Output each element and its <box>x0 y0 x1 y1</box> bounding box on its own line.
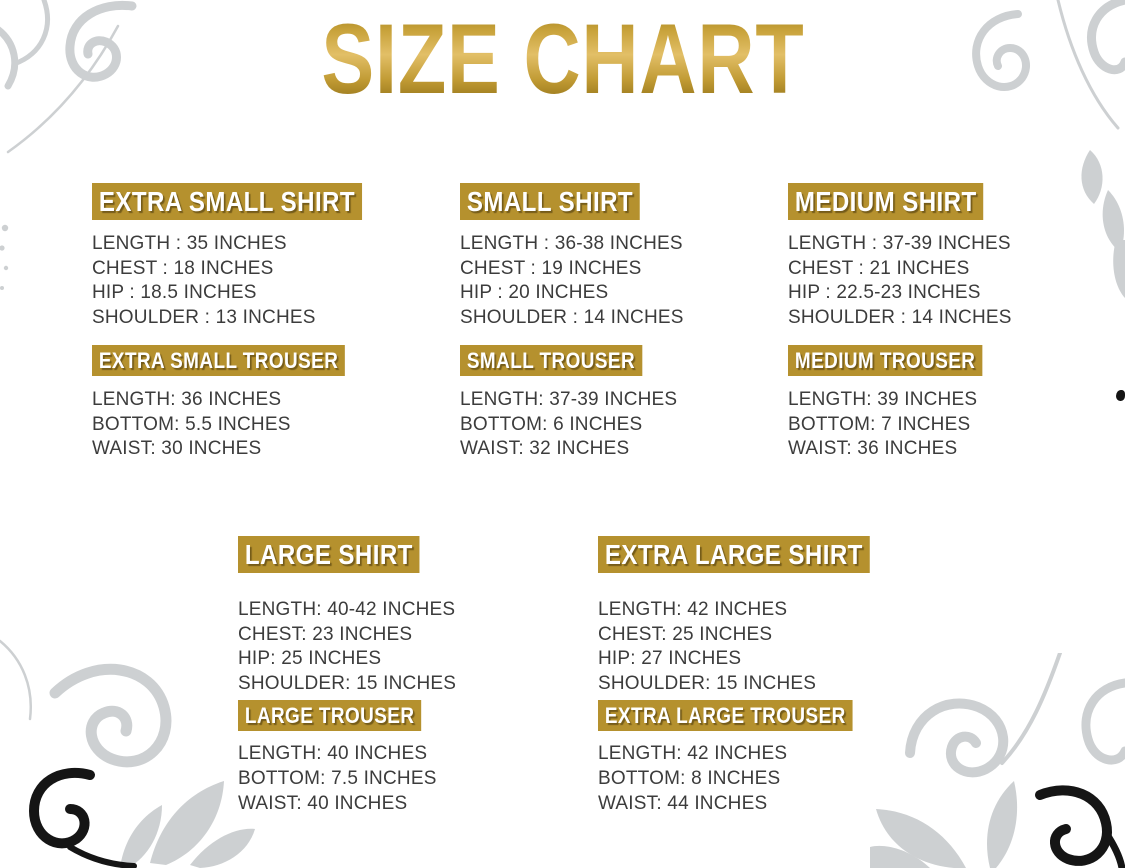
black-dot-right-edge <box>1116 390 1125 401</box>
measurement-line: BOTTOM: 8 INCHES <box>598 768 781 789</box>
measurement-line: LENGTH: 39 INCHES <box>788 389 978 410</box>
section-heading: SMALL TROUSER <box>460 345 642 376</box>
measurement-line: BOTTOM: 6 INCHES <box>460 413 643 435</box>
section-heading: EXTRA SMALL TROUSER <box>92 345 346 376</box>
measurement-line: LENGTH : 36-38 INCHES <box>460 233 683 254</box>
measurement-lines: LENGTH: 37-39 INCHES BOTTOM: 6 INCHES WA… <box>460 388 677 462</box>
section-extra-large-trouser: EXTRA LARGE TROUSER LENGTH: 42 INCHES BO… <box>598 700 894 816</box>
measurement-lines: LENGTH: 36 INCHES BOTTOM: 5.5 INCHES WAI… <box>92 388 386 462</box>
measurement-line: BOTTOM: 7 INCHES <box>788 413 971 435</box>
measurement-lines: LENGTH: 42 INCHES BOTTOM: 8 INCHES WAIST… <box>598 741 894 816</box>
measurement-lines: LENGTH : 37-39 INCHES CHEST : 21 INCHES … <box>788 232 1015 330</box>
measurement-line: SHOULDER : 13 INCHES <box>92 306 316 328</box>
measurement-lines: LENGTH : 35 INCHES CHEST : 18 INCHES HIP… <box>92 232 406 330</box>
section-heading: LARGE SHIRT <box>238 536 420 573</box>
measurement-line: SHOULDER: 15 INCHES <box>238 672 457 694</box>
measurement-line: BOTTOM: 7.5 INCHES <box>238 768 437 789</box>
section-heading: EXTRA LARGE SHIRT <box>598 536 870 573</box>
section-small-trouser: SMALL TROUSER LENGTH: 37-39 INCHES BOTTO… <box>460 345 677 462</box>
measurement-line: LENGTH: 42 INCHES <box>598 599 788 620</box>
title-wrap: SIZE CHART <box>0 3 1125 114</box>
measurement-line: HIP : 18.5 INCHES <box>92 282 257 303</box>
section-heading: MEDIUM SHIRT <box>788 183 984 220</box>
measurement-line: HIP: 25 INCHES <box>238 648 382 669</box>
measurement-line: CHEST : 21 INCHES <box>788 257 970 279</box>
measurement-line: LENGTH: 40 INCHES <box>238 743 428 764</box>
measurement-line: LENGTH: 42 INCHES <box>598 743 788 764</box>
measurement-line: SHOULDER : 14 INCHES <box>788 306 1012 328</box>
section-extra-small-shirt: EXTRA SMALL SHIRT LENGTH : 35 INCHES CHE… <box>92 183 406 330</box>
measurement-line: LENGTH : 35 INCHES <box>92 233 287 254</box>
measurement-line: WAIST: 36 INCHES <box>788 438 958 459</box>
measurement-line: WAIST: 44 INCHES <box>598 793 768 814</box>
measurement-line: WAIST: 32 INCHES <box>460 438 630 459</box>
section-heading: EXTRA SMALL SHIRT <box>92 183 362 220</box>
measurement-line: CHEST : 19 INCHES <box>460 257 642 279</box>
section-large-shirt: LARGE SHIRT LENGTH: 40-42 INCHES CHEST: … <box>238 536 456 696</box>
measurement-line: WAIST: 40 INCHES <box>238 793 408 814</box>
measurement-line: LENGTH : 37-39 INCHES <box>788 233 1011 254</box>
section-large-trouser: LARGE TROUSER LENGTH: 40 INCHES BOTTOM: … <box>238 700 451 816</box>
measurement-line: CHEST: 25 INCHES <box>598 623 773 645</box>
section-heading: LARGE TROUSER <box>238 700 422 731</box>
section-small-shirt: SMALL SHIRT LENGTH : 36-38 INCHES CHEST … <box>460 183 684 330</box>
measurement-lines: LENGTH: 40 INCHES BOTTOM: 7.5 INCHES WAI… <box>238 741 451 816</box>
measurement-lines: LENGTH: 42 INCHES CHEST: 25 INCHES HIP: … <box>598 598 914 696</box>
measurement-line: BOTTOM: 5.5 INCHES <box>92 413 291 435</box>
measurement-line: HIP : 20 INCHES <box>460 282 609 303</box>
section-extra-large-shirt: EXTRA LARGE SHIRT LENGTH: 42 INCHES CHES… <box>598 536 914 696</box>
section-medium-trouser: MEDIUM TROUSER LENGTH: 39 INCHES BOTTOM:… <box>788 345 1014 462</box>
corner-flourish-bottom-left-icon <box>0 639 255 868</box>
section-medium-shirt: MEDIUM SHIRT LENGTH : 37-39 INCHES CHEST… <box>788 183 1015 330</box>
measurement-line: HIP : 22.5-23 INCHES <box>788 282 981 303</box>
measurement-lines: LENGTH : 36-38 INCHES CHEST : 19 INCHES … <box>460 232 684 330</box>
measurement-line: CHEST : 18 INCHES <box>92 257 274 279</box>
page-title: SIZE CHART <box>320 3 805 114</box>
section-heading: EXTRA LARGE TROUSER <box>598 700 853 731</box>
measurement-line: LENGTH: 37-39 INCHES <box>460 389 678 410</box>
measurement-lines: LENGTH: 39 INCHES BOTTOM: 7 INCHES WAIST… <box>788 388 1014 462</box>
measurement-line: SHOULDER: 15 INCHES <box>598 672 817 694</box>
measurement-line: SHOULDER : 14 INCHES <box>460 306 684 328</box>
measurement-line: WAIST: 30 INCHES <box>92 438 262 459</box>
section-heading: SMALL SHIRT <box>460 183 640 220</box>
measurement-line: LENGTH: 40-42 INCHES <box>238 599 456 620</box>
measurement-line: CHEST: 23 INCHES <box>238 623 413 645</box>
section-extra-small-trouser: EXTRA SMALL TROUSER LENGTH: 36 INCHES BO… <box>92 345 386 462</box>
section-heading: MEDIUM TROUSER <box>788 345 983 376</box>
measurement-line: HIP: 27 INCHES <box>598 648 742 669</box>
measurement-line: LENGTH: 36 INCHES <box>92 389 282 410</box>
measurement-lines: LENGTH: 40-42 INCHES CHEST: 23 INCHES HI… <box>238 598 456 696</box>
